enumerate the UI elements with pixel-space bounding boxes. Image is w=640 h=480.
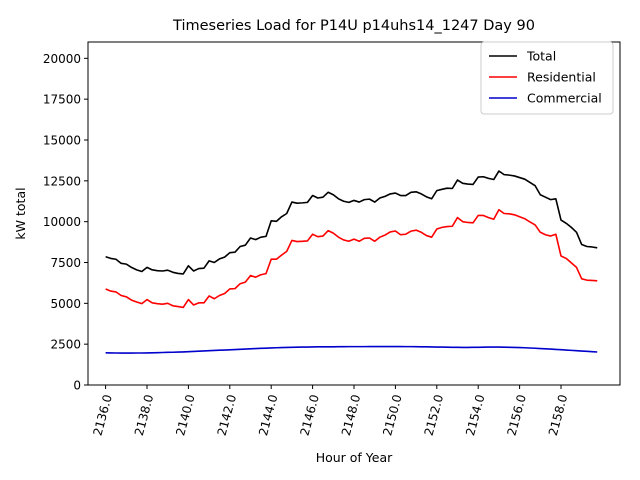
y-tick-label: 12500 xyxy=(43,174,81,188)
y-axis-ticks: 0 2500 5000 7500 10000 12500 15000 17500 20000 xyxy=(43,52,88,393)
y-tick-label: 2500 xyxy=(50,338,81,352)
x-axis-label: Hour of Year xyxy=(316,450,393,465)
legend-label-residential: Residential xyxy=(527,70,596,85)
series-line-total xyxy=(105,170,598,275)
y-tick-label: 17500 xyxy=(43,93,81,107)
legend-label-total: Total xyxy=(526,49,556,64)
legend-label-commercial: Commercial xyxy=(527,91,602,106)
y-tick-label: 7500 xyxy=(50,256,81,270)
series-line-residential xyxy=(105,208,598,309)
y-tick-label: 10000 xyxy=(43,215,81,229)
legend-box xyxy=(480,41,614,115)
chart-title: Timeseries Load for P14U p14uhs14_1247 D… xyxy=(172,18,535,34)
series-line-commercial xyxy=(105,345,598,354)
y-tick-label: 15000 xyxy=(43,134,81,148)
legend: Total Residential Commercial xyxy=(480,41,614,115)
y-tick-label: 5000 xyxy=(50,297,81,311)
y-tick-label: 0 xyxy=(73,379,81,393)
y-axis-label: kW total xyxy=(13,187,28,239)
y-tick-label: 20000 xyxy=(43,52,81,66)
series-layer xyxy=(105,170,598,354)
